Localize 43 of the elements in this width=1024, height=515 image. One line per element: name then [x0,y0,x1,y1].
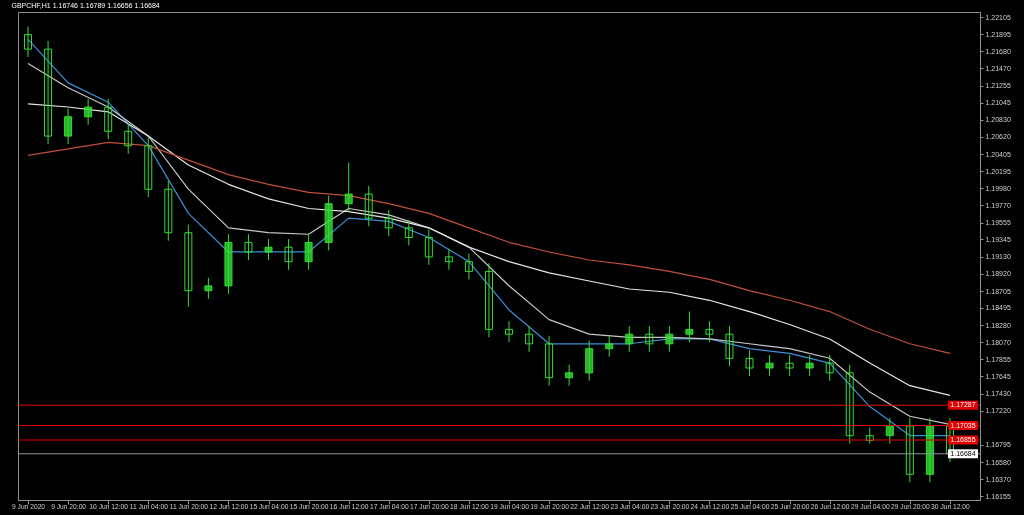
candlestick [424,228,433,266]
candlestick [565,364,574,387]
line-series [27,103,951,396]
candlestick [204,277,213,300]
candlestick [284,238,293,271]
candlestick [304,233,313,271]
candlestick [685,311,694,343]
candlestick [364,185,373,227]
candlestick [124,122,133,155]
candlestick [484,262,493,338]
candlestick [184,224,193,308]
candlestick [725,325,734,367]
candlestick [384,209,393,237]
candlestick [404,219,413,247]
candlestick [464,253,473,280]
candlestick [785,354,794,377]
candlestick [645,325,654,353]
candlestick [665,325,674,353]
candlestick [825,354,834,382]
candlestick [44,40,53,145]
candlestick [905,417,914,483]
candlestick [765,354,774,377]
candlestick [344,162,353,213]
candlestick [505,320,514,343]
candlestick [24,26,33,58]
candlestick [545,335,554,387]
candlestick [84,98,93,126]
candlestick [625,325,634,353]
candlestick [144,137,153,198]
candlestick [264,238,273,261]
candlestick [705,320,714,343]
candlestick [444,248,453,271]
candlestick [104,98,113,140]
candlestick [745,349,754,377]
candlestick [64,108,73,145]
candlestick [605,335,614,358]
candlestick [525,325,534,353]
candlestick [845,364,854,445]
candlestick [885,417,894,445]
line-series [27,141,951,355]
candlestick [164,180,173,242]
candlestick [805,354,814,377]
candlestick [244,233,253,261]
